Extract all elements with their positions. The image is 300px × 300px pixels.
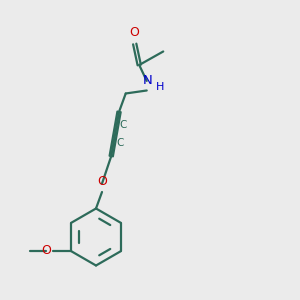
Text: C: C	[120, 120, 127, 130]
Text: N: N	[142, 74, 152, 88]
Text: O: O	[97, 176, 107, 188]
Text: H: H	[156, 82, 164, 92]
Text: O: O	[41, 244, 51, 257]
Text: O: O	[129, 26, 139, 39]
Text: C: C	[116, 138, 124, 148]
